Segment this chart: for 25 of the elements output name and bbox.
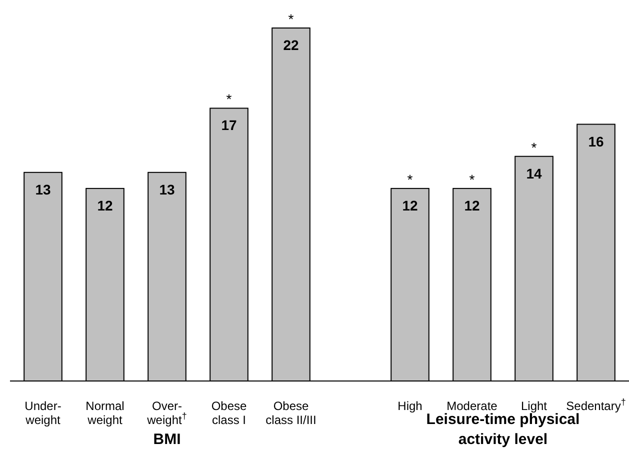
data-label: 12 <box>97 197 113 214</box>
x-tick-label: Obese class II/III <box>266 399 316 427</box>
x-tick-label: Over- weight$^{†}$ <box>146 399 187 427</box>
x-tick-label: Sedentary$^{†}$ <box>566 397 626 413</box>
x-tick-label: Normal weight <box>86 399 124 427</box>
x-tick-label: Light <box>520 399 548 413</box>
data-label: 12 <box>464 197 480 214</box>
x-axis-title: Leisure-time physical activity level <box>426 411 580 448</box>
annotation: * <box>407 171 414 188</box>
x-tick-label: High <box>398 399 422 413</box>
annotation: * <box>288 11 294 27</box>
data-label: 13 <box>35 181 51 198</box>
annotation: * <box>469 171 476 188</box>
data-label: 14 <box>526 165 542 182</box>
x-axis-title: BMI <box>153 431 181 448</box>
x-tick-label: Moderate <box>446 399 498 413</box>
annotation: * <box>226 91 232 108</box>
x-tick-label: Under- weight <box>24 399 62 427</box>
x-tick-label: Obese class I <box>211 399 247 427</box>
annotation: * <box>531 139 538 156</box>
data-label: 13 <box>159 181 175 198</box>
data-label: 22 <box>283 37 299 53</box>
data-label: 16 <box>588 133 604 150</box>
data-label: 17 <box>221 117 237 134</box>
data-label: 12 <box>402 197 418 214</box>
